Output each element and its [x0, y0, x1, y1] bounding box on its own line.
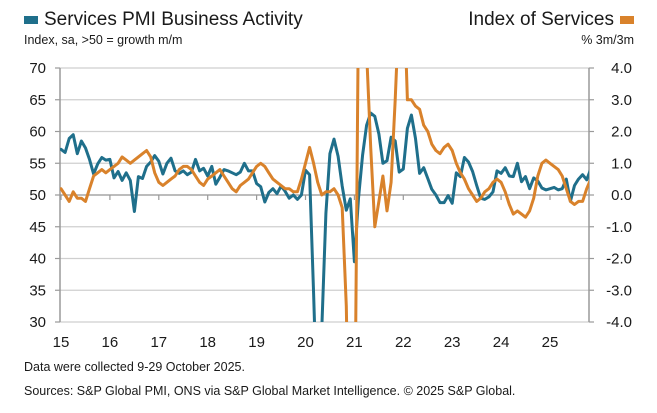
left-tick-label: 60	[29, 124, 46, 141]
right-tick-label: 0.0	[611, 187, 632, 204]
left-tick-label: 30	[29, 314, 46, 331]
left-tick-label: 35	[29, 282, 46, 299]
legend-index-of-services: Index of Services	[468, 9, 634, 31]
left-tick-label: 45	[29, 219, 46, 236]
right-tick-label: 3.0	[611, 92, 632, 109]
right-tick-label: 1.0	[611, 155, 632, 172]
left-tick-label: 70	[29, 60, 46, 77]
x-tick-label: 15	[53, 334, 70, 351]
footnote-sources: Sources: S&P Global PMI, ONS via S&P Glo…	[24, 384, 516, 398]
legend-swatch-services-pmi	[24, 16, 38, 24]
right-tick-label: -4.0	[606, 314, 632, 331]
left-axis-ticks: 30 35 40 45 50 55 60 65 70	[29, 60, 60, 331]
x-axis-ticks: 15 16 17 18 19 20 21 22 23 24 25	[53, 195, 559, 351]
x-tick-label: 25	[542, 334, 559, 351]
legend-swatch-index-of-services	[620, 16, 634, 24]
series-lines	[60, 68, 589, 322]
x-tick-label: 19	[248, 334, 265, 351]
x-tick-label: 24	[493, 334, 510, 351]
legend-services-pmi: Services PMI Business Activity	[24, 9, 303, 31]
x-tick-label: 16	[102, 334, 119, 351]
x-tick-label: 22	[395, 334, 412, 351]
series-line-index-of-services	[60, 68, 589, 322]
left-tick-label: 50	[29, 187, 46, 204]
right-tick-label: -2.0	[606, 251, 632, 268]
x-tick-label: 23	[444, 334, 461, 351]
legend-title-services-pmi: Services PMI Business Activity	[44, 9, 303, 30]
right-axis-ticks: -4.0 -3.0 -2.0 -1.0 0.0 1.0 2.0 3.0 4.0	[589, 60, 632, 331]
right-tick-label: 2.0	[611, 124, 632, 141]
x-tick-label: 17	[150, 334, 167, 351]
footnote-data-collected: Data were collected 9-29 October 2025.	[24, 360, 245, 374]
right-tick-label: 4.0	[611, 60, 632, 77]
legend-title-index-of-services: Index of Services	[468, 9, 614, 30]
x-tick-label: 21	[346, 334, 363, 351]
left-tick-label: 55	[29, 155, 46, 172]
right-tick-label: -1.0	[606, 219, 632, 236]
left-axis-unit-label: Index, sa, >50 = growth m/m	[24, 33, 183, 47]
right-tick-label: -3.0	[606, 282, 632, 299]
left-tick-label: 40	[29, 251, 46, 268]
x-tick-label: 20	[297, 334, 314, 351]
right-axis-unit-label: % 3m/3m	[581, 33, 634, 47]
left-tick-label: 65	[29, 92, 46, 109]
x-tick-label: 18	[199, 334, 216, 351]
